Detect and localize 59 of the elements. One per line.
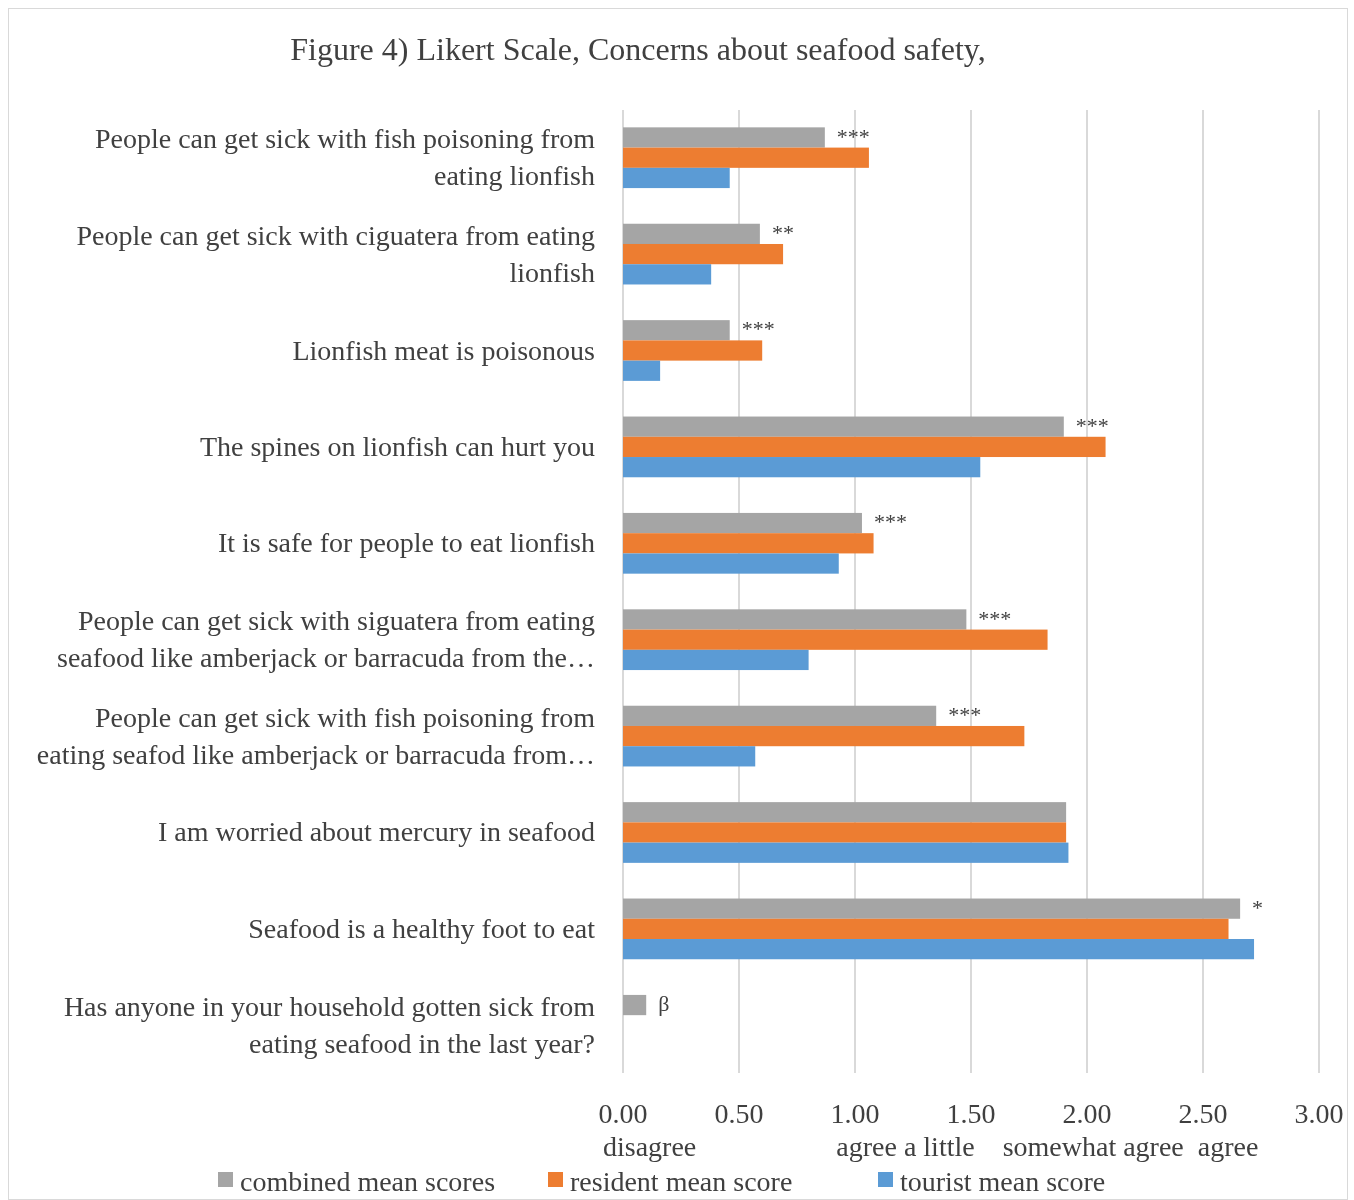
y-tick-label: People can get sick with fish poisoning from eating seafod like amberjack or barracuda from… bbox=[36, 701, 596, 770]
bar bbox=[623, 223, 760, 244]
data-label: ** bbox=[771, 219, 794, 245]
legend-label: tourist mean score bbox=[900, 1166, 1106, 1197]
data-label: *** bbox=[873, 509, 907, 535]
y-tick-label: Has anyone in your household gotten sick from eating seafood in the last year? bbox=[63, 990, 596, 1059]
legend-label: combined mean scores bbox=[240, 1166, 496, 1197]
bar bbox=[623, 533, 874, 554]
x-tick-label: 1.00 bbox=[830, 1098, 880, 1129]
data-label: *** bbox=[978, 605, 1012, 631]
bar bbox=[623, 842, 1069, 863]
y-tick-label: I am worried about mercury in seafood bbox=[158, 816, 595, 848]
bar bbox=[623, 553, 839, 574]
bar bbox=[623, 264, 712, 285]
bar bbox=[623, 457, 981, 478]
y-tick-label: People can get sick with siguatera from eating seafood like amberjack or barracuda from the… bbox=[57, 605, 595, 674]
y-tick-label: It is safe for people to eat lionfish bbox=[217, 527, 595, 559]
bar bbox=[623, 147, 869, 168]
data-label: * bbox=[1252, 894, 1264, 920]
bar bbox=[623, 360, 661, 381]
x-tick-label: 2.00 bbox=[1062, 1098, 1112, 1129]
bar bbox=[623, 167, 730, 189]
x-tick-label: 3.00 bbox=[1294, 1098, 1344, 1129]
x-tick-label: 0.50 bbox=[714, 1098, 764, 1129]
bar bbox=[623, 340, 763, 361]
x-tick-label: 1.50 bbox=[946, 1098, 996, 1129]
y-tick-label: The spines on lionfish can hurt you bbox=[199, 430, 595, 462]
x-axis-title: disagree agree a little somewhat agree agree bbox=[603, 1131, 1259, 1162]
data-label: *** bbox=[741, 316, 775, 342]
y-tick-label: Seafood is a healthy foot to eat bbox=[248, 912, 596, 944]
bar bbox=[623, 705, 937, 726]
bar bbox=[623, 436, 1106, 458]
bar bbox=[623, 243, 784, 265]
bar bbox=[623, 994, 647, 1016]
bar bbox=[623, 898, 1241, 919]
bar bbox=[623, 802, 1067, 823]
chart-title: Figure 4) Likert Scale, Concerns about seafood safety, bbox=[290, 31, 986, 67]
bar bbox=[623, 609, 967, 630]
x-tick-label: 2.50 bbox=[1178, 1098, 1228, 1129]
data-label: *** bbox=[1075, 412, 1109, 438]
bar bbox=[623, 629, 1048, 650]
bar bbox=[623, 127, 825, 148]
legend-label: resident mean score bbox=[570, 1166, 793, 1197]
y-tick-label: People can get sick with ciguatera from eating lionfish bbox=[76, 219, 595, 288]
bar bbox=[623, 512, 862, 534]
y-tick-label: Lionfish meat is poisonous bbox=[292, 334, 595, 366]
bar bbox=[623, 918, 1229, 940]
bar bbox=[623, 822, 1067, 843]
y-tick-label: People can get sick with fish poisoning from eating lionfish bbox=[94, 123, 596, 192]
bar bbox=[623, 939, 1255, 960]
bar bbox=[623, 725, 1025, 747]
x-tick-label: 0.00 bbox=[598, 1098, 648, 1129]
data-label: *** bbox=[948, 701, 982, 727]
data-label: *** bbox=[836, 123, 870, 149]
bar bbox=[623, 416, 1064, 437]
bar bbox=[623, 320, 730, 341]
data-label: β bbox=[658, 991, 670, 1017]
bar bbox=[623, 746, 756, 767]
bar bbox=[623, 649, 809, 671]
